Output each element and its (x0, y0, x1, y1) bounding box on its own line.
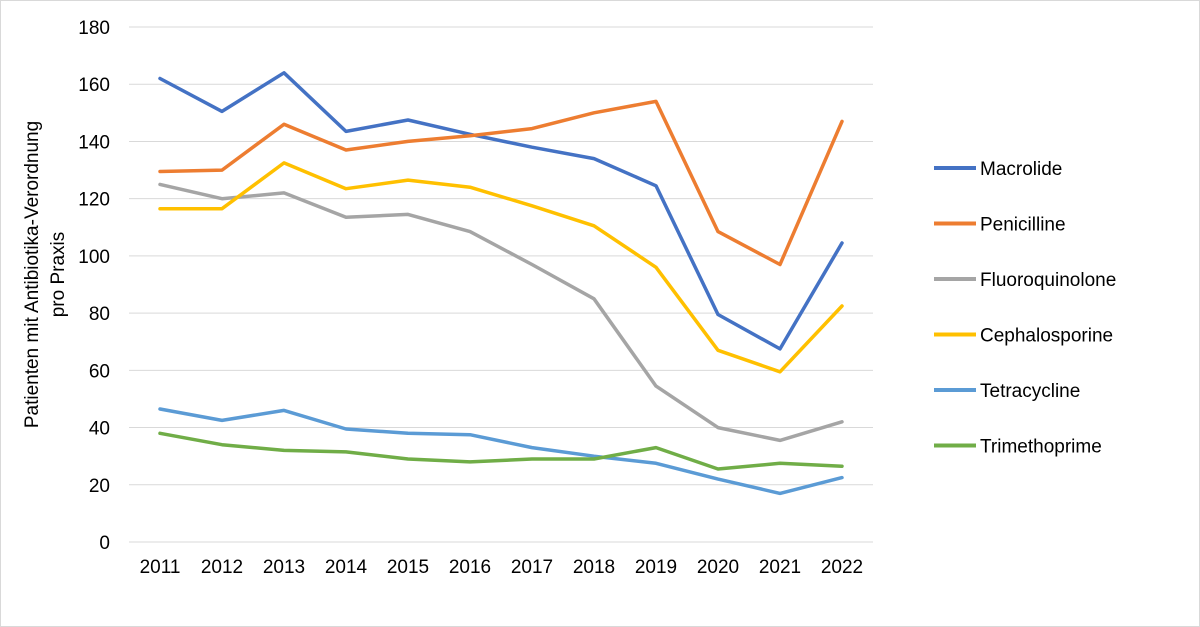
y-axis-label-line: pro Praxis (48, 232, 69, 318)
series-line-tetracycline (158, 407, 844, 496)
series-line-trimethoprime (158, 431, 844, 471)
y-tick-label: 140 (78, 132, 110, 153)
y-tick-label: 160 (78, 75, 110, 96)
legend-label-cephalosporine: Cephalosporine (980, 326, 1113, 347)
x-tick-label: 2014 (325, 557, 368, 578)
y-tick-label: 100 (78, 247, 110, 268)
y-tick-label: 20 (89, 476, 110, 497)
series-line-fluoroquinolone (158, 182, 844, 443)
x-tick-label: 2011 (140, 557, 181, 578)
y-tick-label: 0 (99, 533, 110, 554)
series-lines (158, 71, 844, 496)
series-line-penicilline (158, 99, 844, 267)
y-tick-label: 40 (89, 419, 110, 440)
x-tick-label: 2020 (697, 557, 739, 578)
gridlines (129, 26, 873, 543)
y-tick-label: 60 (89, 361, 110, 382)
x-tick-label: 2018 (573, 557, 615, 578)
legend-label-penicilline: Penicilline (980, 215, 1066, 236)
y-tick-label: 180 (78, 18, 110, 39)
legend-label-trimethoprime: Trimethoprime (980, 437, 1102, 458)
y-axis-ticks: 0 20 40 60 80 100 120 140 160 180 (78, 18, 110, 554)
y-axis-label-line: Patienten mit Antibiotika-Verordnung (22, 121, 43, 428)
x-tick-label: 2021 (759, 557, 801, 578)
x-tick-label: 2019 (635, 557, 677, 578)
y-axis-label: Patienten mit Antibiotika-Verordnung pro … (22, 121, 69, 428)
legend-label-tetracycline: Tetracycline (980, 381, 1080, 402)
series-line-macrolide (158, 71, 844, 351)
x-tick-label: 2015 (387, 557, 429, 578)
x-tick-label: 2017 (511, 557, 553, 578)
legend: Macrolide Penicilline Fluoroquinolone Cepha… (934, 159, 1116, 458)
y-tick-label: 120 (78, 190, 110, 211)
x-tick-label: 2016 (449, 557, 491, 578)
x-tick-label: 2022 (821, 557, 863, 578)
legend-label-macrolide: Macrolide (980, 159, 1062, 180)
x-tick-label: 2013 (263, 557, 305, 578)
legend-label-fluoroquinolone: Fluoroquinolone (980, 270, 1116, 291)
x-axis-ticks: 2011 2012 2013 2014 2015 2016 2017 2018 2019 2020… (140, 557, 864, 578)
y-tick-label: 80 (89, 304, 110, 325)
x-tick-label: 2012 (201, 557, 243, 578)
series-line-cephalosporine (158, 161, 844, 374)
